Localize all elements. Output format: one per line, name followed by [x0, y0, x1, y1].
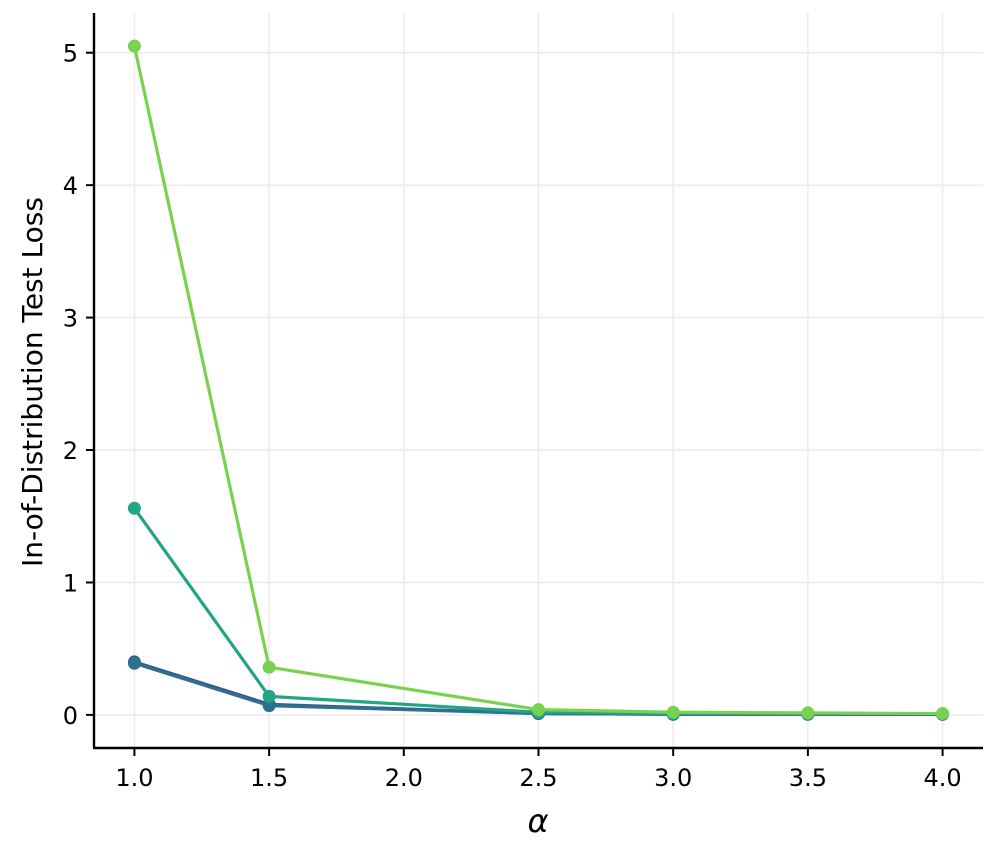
data-point [936, 707, 950, 721]
ticks: 1.0 1.5 2.0 2.5 3.0 3.5 4.0 0 1 2 3 4 5 [63, 40, 962, 792]
data-point [262, 689, 276, 703]
y-tick-label: 3 [63, 305, 78, 333]
x-axis-label: α [527, 802, 548, 840]
x-tick-label: 2.5 [519, 764, 557, 792]
y-tick-label: 2 [63, 437, 78, 465]
data-point [127, 39, 141, 53]
y-tick-label: 5 [63, 40, 78, 68]
y-tick-label: 0 [63, 702, 78, 730]
x-tick-label: 1.5 [250, 764, 288, 792]
x-tick-label: 1.0 [115, 764, 153, 792]
y-axis-label: In-of-Distribution Test Loss [16, 197, 49, 567]
x-tick-label: 2.0 [385, 764, 423, 792]
x-tick-label: 3.5 [789, 764, 827, 792]
x-tick-label: 4.0 [924, 764, 962, 792]
data-point [532, 703, 545, 717]
data-point [262, 699, 276, 713]
y-tick-label: 1 [63, 569, 78, 597]
data-point [801, 706, 815, 720]
data-point [666, 705, 680, 719]
data-point [127, 656, 141, 670]
x-tick-label: 3.0 [654, 764, 692, 792]
plot-area [127, 39, 950, 721]
data-point [127, 501, 141, 515]
grid [94, 13, 983, 748]
series-4 [127, 39, 950, 721]
series-line [132, 45, 943, 716]
data-point [262, 660, 276, 674]
y-tick-label: 4 [63, 172, 78, 200]
